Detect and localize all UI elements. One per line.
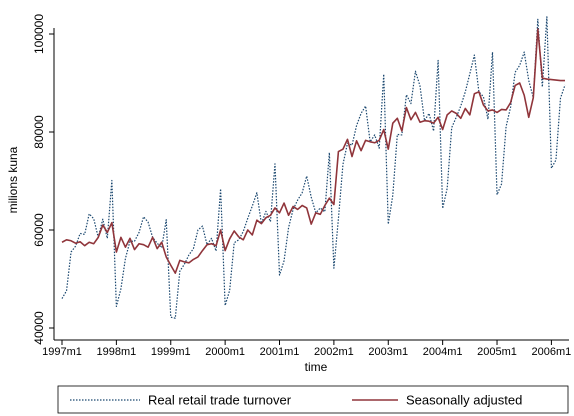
y-tick-label: 100000 — [32, 14, 46, 54]
x-tick-label: 1999m1 — [151, 346, 191, 358]
y-tick-label: 40000 — [32, 311, 46, 345]
x-tick-label: 2006m1 — [532, 346, 572, 358]
legend-box — [57, 385, 569, 414]
x-tick-label: 1998m1 — [96, 346, 136, 358]
x-tick-label: 2005m1 — [477, 346, 517, 358]
x-tick-label: 2003m1 — [368, 346, 408, 358]
y-tick-label: 80000 — [32, 115, 46, 149]
x-tick-label: 2002m1 — [314, 346, 354, 358]
x-tick-label: 1997m1 — [42, 346, 82, 358]
series-line — [61, 28, 565, 274]
y-axis-label: milions kuna — [6, 146, 20, 213]
legend-label: Real retail trade turnover — [148, 392, 292, 407]
legend-label: Seasonally adjusted — [406, 392, 522, 407]
x-axis-label: time — [305, 360, 328, 374]
x-tick-label: 2004m1 — [423, 346, 463, 358]
x-tick-label: 2000m1 — [205, 346, 245, 358]
y-tick-label: 60000 — [32, 213, 46, 247]
x-tick-label: 2001m1 — [260, 346, 300, 358]
